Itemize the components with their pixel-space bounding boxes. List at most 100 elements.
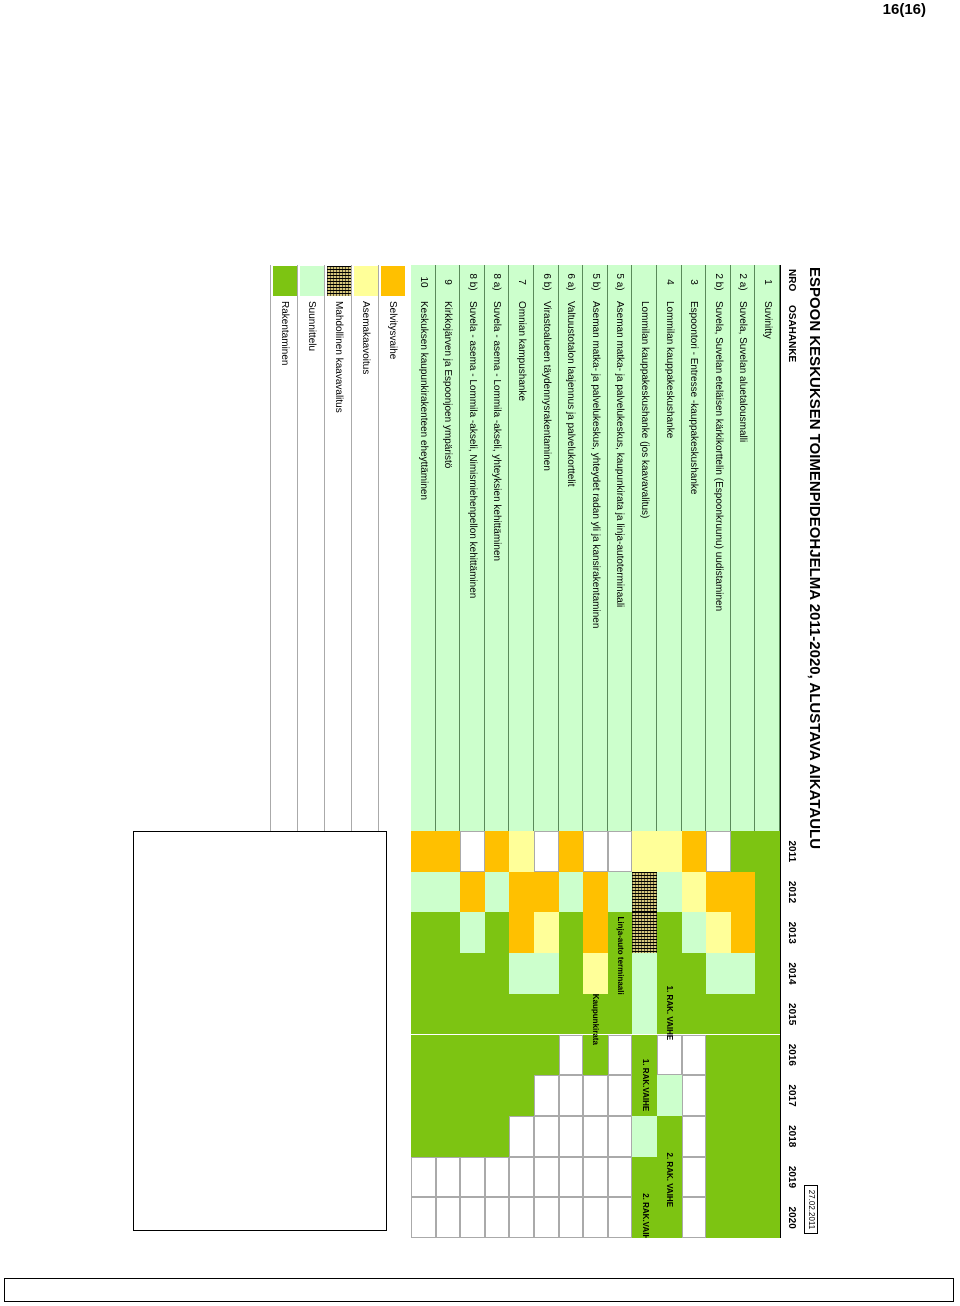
timeline-cell	[484, 871, 510, 913]
timeline-cell	[435, 1197, 461, 1238]
timeline-cell	[435, 1034, 461, 1076]
timeline-cell	[730, 1197, 756, 1238]
year-header-2018: 2018	[786, 1125, 797, 1148]
row-name: Virastoalueen täydennysrakentaminen	[540, 301, 552, 471]
legend-swatch	[273, 266, 297, 296]
timeline-cell	[558, 1075, 584, 1116]
timeline-cell	[755, 953, 780, 994]
phase-annotation: 2. RAK. VAIHE	[665, 1152, 675, 1208]
timeline-cell	[632, 1115, 657, 1157]
row-name: Lommilan kauppakeskushanke	[663, 301, 675, 439]
legend-divider	[324, 265, 325, 831]
timeline-cell	[657, 1115, 682, 1157]
timeline-cell	[730, 1156, 756, 1198]
timeline-cell	[632, 1156, 657, 1198]
timeline-cell	[607, 831, 633, 872]
table-row: 3 Espoontori - Entresse -kauppakeskushank…	[681, 265, 707, 831]
timeline-cell	[435, 993, 461, 1035]
schedule-grid: 1 Suvinitty 2 a) Suvela, Suvelan aluetalous…	[408, 265, 781, 1238]
timeline-cell	[460, 1115, 485, 1157]
year-header-2015: 2015	[786, 1003, 797, 1026]
table-row: 4 Lommilan kauppakeskushanke	[657, 265, 682, 831]
timeline-cell	[534, 831, 559, 872]
timeline-cell	[607, 1034, 633, 1076]
timeline-cell	[558, 993, 584, 1035]
timeline-cell	[583, 831, 608, 872]
year-header-2017: 2017	[786, 1084, 797, 1107]
timeline-cell	[730, 871, 756, 913]
phase-annotation: 1. RAK.VAIHE	[640, 1058, 650, 1112]
timeline-cell	[706, 1197, 731, 1238]
legend-divider	[297, 265, 298, 831]
timeline-cell	[509, 1115, 534, 1157]
timeline-cell	[607, 1115, 633, 1157]
schedule-table-rotated: ESPOON KESKUKSEN TOIMENPIDEOHJELMA 2011-…	[133, 265, 825, 1238]
timeline-cell	[558, 1115, 584, 1157]
timeline-cell	[632, 871, 657, 913]
timeline-cell	[755, 1034, 780, 1076]
timeline-cell	[534, 1115, 559, 1157]
page-number: 16(16)	[882, 1, 926, 18]
timeline-cell	[681, 831, 707, 872]
timeline-cell	[706, 871, 731, 913]
table-row: 10 Keskuksen kaupunkirakenteen eheyttämin…	[411, 265, 436, 831]
timeline-cell	[706, 912, 731, 954]
table-row: 6 a) Valtuustotalon laajennus ja palveluk…	[558, 265, 584, 831]
row-number: 9	[442, 279, 454, 285]
blank-area	[133, 831, 387, 1231]
timeline-cell	[755, 831, 780, 872]
timeline-cell	[706, 993, 731, 1035]
timeline-cell	[558, 1034, 584, 1076]
timeline-cell	[583, 912, 608, 954]
year-header-2011: 2011	[786, 840, 797, 863]
legend-label: Mahdollinen kaavavalitus	[333, 301, 344, 413]
timeline-cell	[730, 912, 756, 954]
legend-divider	[378, 265, 379, 831]
row-name: Suvela - asema - Lommila -akseli, Nimism…	[466, 301, 478, 599]
timeline-cell	[558, 1197, 584, 1238]
row-number: 1	[762, 279, 773, 285]
timeline-cell	[460, 993, 485, 1035]
timeline-cell	[583, 953, 608, 994]
legend-swatch	[300, 266, 324, 296]
timeline-cell	[558, 912, 584, 954]
phase-annotation: Linja-auto terminaali	[616, 916, 626, 995]
table-row: 5 b) Aseman matka- ja palvelukeskus, yhte…	[583, 265, 608, 831]
timeline-cell	[755, 871, 780, 913]
row-number: 10	[417, 276, 429, 288]
timeline-cell	[411, 1115, 436, 1157]
timeline-cell	[435, 1115, 461, 1157]
timeline-cell	[681, 1115, 707, 1157]
legend-label: Suunnittelu	[306, 301, 317, 352]
timeline-cell	[509, 993, 534, 1035]
table-row: 8 b) Suvela - asema - Lommila -akseli, Ni…	[460, 265, 485, 831]
table-row: Lommilan kauppakeskushanke (jos kaavaval…	[632, 265, 657, 831]
timeline-cell	[509, 912, 534, 954]
schedule-sheet: ESPOON KESKUKSEN TOIMENPIDEOHJELMA 2011-…	[133, 265, 825, 1238]
phase-annotation: 1. RAK. VAIHE	[665, 985, 675, 1041]
row-name: Suvela, Suvelan eteläisen kärkikorttelin…	[712, 301, 724, 612]
timeline-cell	[534, 1156, 559, 1198]
row-name: Suvinitty	[762, 301, 773, 339]
timeline-cell	[460, 871, 485, 913]
timeline-cell	[607, 993, 633, 1035]
row-number: 2 b)	[712, 273, 724, 291]
table-row: 1 Suvinitty	[755, 265, 780, 831]
timeline-cell	[460, 1197, 485, 1238]
timeline-cell	[657, 1075, 682, 1116]
timeline-cell	[411, 993, 436, 1035]
table-row: 5 a) Aseman matka- ja palvelukeskus, kaup…	[607, 265, 633, 831]
row-name: Keskuksen kaupunkirakenteen eheyttäminen	[417, 301, 429, 501]
timeline-cell	[583, 1075, 608, 1116]
row-name: Kirkkojärven ja Espoonjoen ympäristö	[442, 301, 454, 469]
year-header-2012: 2012	[786, 880, 797, 904]
row-number: 4	[663, 279, 675, 285]
timeline-cell	[534, 1075, 559, 1116]
timeline-cell	[706, 1156, 731, 1198]
timeline-cell	[558, 831, 584, 872]
timeline-cell	[435, 1075, 461, 1116]
timeline-cell	[657, 871, 682, 913]
phase-annotation: 2. RAK.VAIHE	[640, 1193, 650, 1238]
timeline-cell	[411, 953, 436, 994]
legend-divider	[351, 265, 352, 831]
